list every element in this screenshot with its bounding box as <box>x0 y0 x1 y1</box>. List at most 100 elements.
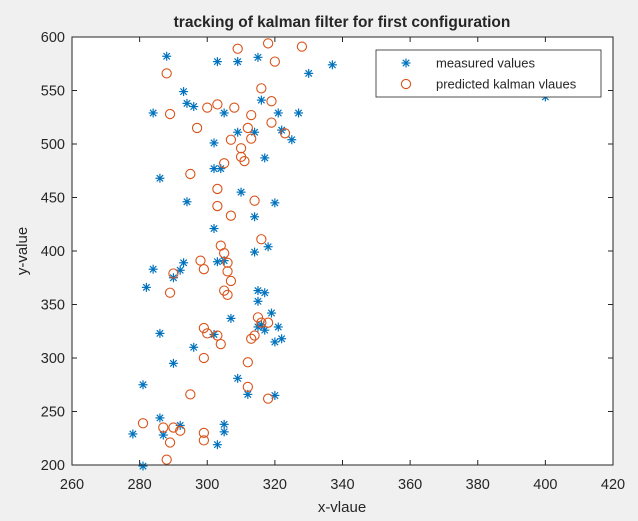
measured-point <box>277 334 287 344</box>
predicted-point <box>296 41 308 52</box>
measured-point <box>179 258 189 268</box>
measured-point <box>226 313 236 323</box>
plot-frame <box>71 36 614 466</box>
predicted-point <box>164 437 176 448</box>
predicted-point <box>246 133 257 144</box>
data-layer <box>128 38 550 471</box>
predicted-point <box>202 328 213 339</box>
predicted-point <box>242 122 253 134</box>
predicted-point <box>242 381 253 393</box>
predicted-point <box>195 255 206 266</box>
predicted-point <box>256 317 267 328</box>
measured-point <box>260 288 270 298</box>
legend-box <box>375 49 602 98</box>
y-tick-label: 450 <box>41 191 65 207</box>
measured-point <box>236 187 246 197</box>
predicted-point <box>137 418 149 429</box>
y-tick-label: 300 <box>41 351 65 367</box>
y-tick-label: 550 <box>41 84 65 100</box>
predicted-point <box>198 264 210 275</box>
measured-point <box>253 286 263 296</box>
measured-point <box>250 212 260 222</box>
predicted-point <box>212 99 223 110</box>
measured-point <box>189 342 199 352</box>
y-axis-label: y-value <box>14 227 31 275</box>
measured-point <box>253 52 263 62</box>
measured-point <box>162 51 172 61</box>
predicted-point <box>219 158 230 169</box>
predicted-point <box>164 287 176 298</box>
measured-point <box>270 337 280 347</box>
predicted-point <box>164 108 176 120</box>
y-tick-label: 400 <box>41 244 65 260</box>
measured-point <box>219 108 229 118</box>
measured-point <box>212 257 222 267</box>
predicted-point <box>252 312 264 323</box>
measured-point <box>182 98 192 108</box>
predicted-point <box>168 422 179 433</box>
measured-point <box>250 247 260 257</box>
predicted-point <box>198 435 210 446</box>
predicted-point <box>198 352 210 364</box>
measured-point <box>189 102 199 112</box>
y-axis-ticks: 200 250 300 350 400 450 500 550 600 <box>41 30 613 474</box>
predicted-point <box>158 422 169 433</box>
measured-point <box>212 440 222 450</box>
x-tick-label: 400 <box>533 477 557 493</box>
x-tick-label: 260 <box>60 477 84 493</box>
x-tick-label: 340 <box>330 477 354 493</box>
x-axis-ticks: 260 280 300 320 340 360 380 400 420 <box>60 37 625 493</box>
measured-point <box>273 108 283 118</box>
predicted-point <box>185 389 196 400</box>
predicted-point <box>266 96 277 107</box>
predicted-point <box>222 289 233 301</box>
predicted-point <box>212 183 223 195</box>
predicted-point <box>235 143 247 154</box>
measured-point <box>182 197 192 207</box>
predicted-point <box>222 257 233 268</box>
measured-point <box>219 427 229 437</box>
measured-point <box>327 60 337 70</box>
measured-point <box>212 57 222 67</box>
measured-point <box>253 296 263 306</box>
predicted-point <box>266 117 277 128</box>
measured-point <box>168 358 178 368</box>
chart-title: tracking of kalman filter for first conf… <box>174 14 511 31</box>
predicted-point <box>242 357 253 368</box>
predicted-point <box>225 210 237 221</box>
measured-point <box>216 164 226 174</box>
x-tick-label: 320 <box>263 477 287 493</box>
predicted-point <box>262 317 274 328</box>
y-tick-label: 600 <box>41 30 65 46</box>
predicted-point <box>246 333 257 344</box>
measured-point <box>141 282 151 292</box>
predicted-point <box>225 134 237 145</box>
legend-marker-measured <box>401 58 411 68</box>
measured-point <box>233 57 243 67</box>
measured-point <box>209 164 219 174</box>
measured-point <box>294 108 304 118</box>
measured-point <box>138 380 148 390</box>
predicted-point <box>212 200 223 212</box>
predicted-point <box>249 330 260 341</box>
predicted-point <box>262 38 274 49</box>
predicted-point <box>225 275 237 287</box>
predicted-point <box>215 338 226 350</box>
predicted-point <box>269 56 281 67</box>
predicted-point <box>239 155 250 167</box>
predicted-point <box>249 195 260 206</box>
y-tick-label: 250 <box>41 405 65 421</box>
predicted-point <box>219 247 230 259</box>
legend-marker-predicted <box>400 78 412 90</box>
y-tick-label: 350 <box>41 298 65 314</box>
predicted-point <box>262 393 274 404</box>
y-tick-label: 200 <box>41 458 65 474</box>
legend-label: measured values <box>436 56 535 71</box>
predicted-point <box>191 122 203 134</box>
measured-point <box>260 153 270 163</box>
x-tick-label: 280 <box>128 477 152 493</box>
predicted-point <box>161 454 172 465</box>
legend: measured values predicted kalman vlaues <box>375 49 602 98</box>
measured-point <box>256 95 266 105</box>
